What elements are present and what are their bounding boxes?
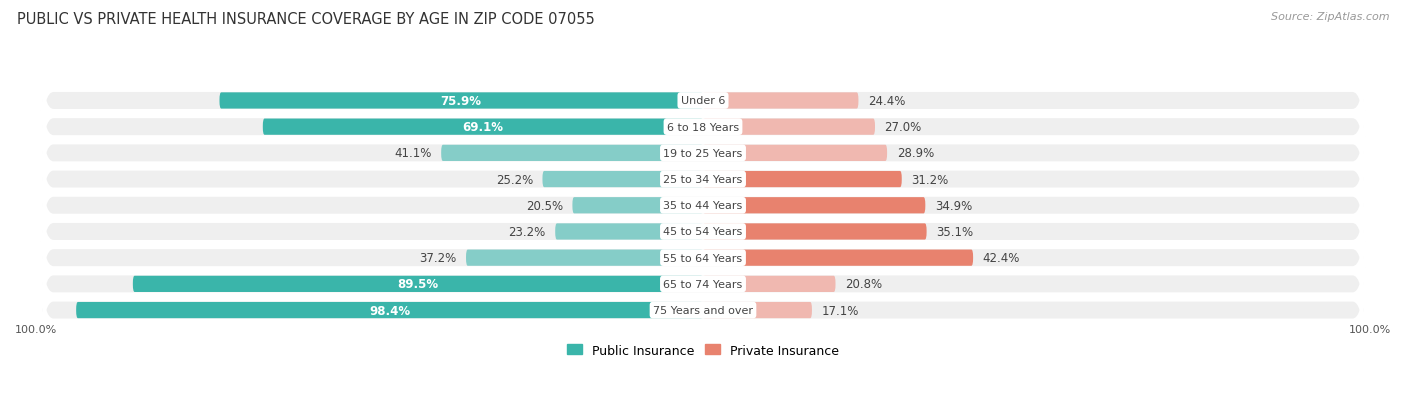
Text: 41.1%: 41.1% bbox=[394, 147, 432, 160]
Text: 89.5%: 89.5% bbox=[398, 278, 439, 291]
FancyBboxPatch shape bbox=[41, 85, 1365, 169]
Legend: Public Insurance, Private Insurance: Public Insurance, Private Insurance bbox=[562, 339, 844, 362]
Text: 42.4%: 42.4% bbox=[983, 252, 1019, 264]
Text: 24.4%: 24.4% bbox=[868, 95, 905, 108]
Text: Under 6: Under 6 bbox=[681, 96, 725, 106]
Text: 65 to 74 Years: 65 to 74 Years bbox=[664, 279, 742, 289]
Text: 31.2%: 31.2% bbox=[911, 173, 949, 186]
Text: 55 to 64 Years: 55 to 64 Years bbox=[664, 253, 742, 263]
FancyBboxPatch shape bbox=[41, 242, 1365, 326]
FancyBboxPatch shape bbox=[41, 190, 1365, 274]
FancyBboxPatch shape bbox=[703, 171, 901, 188]
FancyBboxPatch shape bbox=[41, 164, 1365, 248]
FancyBboxPatch shape bbox=[41, 268, 1365, 352]
FancyBboxPatch shape bbox=[41, 112, 1365, 196]
Text: 75 Years and over: 75 Years and over bbox=[652, 305, 754, 315]
FancyBboxPatch shape bbox=[41, 59, 1365, 143]
Text: 35 to 44 Years: 35 to 44 Years bbox=[664, 201, 742, 211]
Text: 37.2%: 37.2% bbox=[419, 252, 457, 264]
FancyBboxPatch shape bbox=[703, 119, 875, 135]
FancyBboxPatch shape bbox=[219, 93, 703, 109]
FancyBboxPatch shape bbox=[41, 138, 1365, 222]
Text: 28.9%: 28.9% bbox=[897, 147, 934, 160]
FancyBboxPatch shape bbox=[41, 216, 1365, 300]
Text: 45 to 54 Years: 45 to 54 Years bbox=[664, 227, 742, 237]
FancyBboxPatch shape bbox=[703, 198, 925, 214]
FancyBboxPatch shape bbox=[263, 119, 703, 135]
FancyBboxPatch shape bbox=[132, 276, 703, 292]
FancyBboxPatch shape bbox=[703, 276, 835, 292]
Text: 25.2%: 25.2% bbox=[496, 173, 533, 186]
FancyBboxPatch shape bbox=[441, 145, 703, 161]
FancyBboxPatch shape bbox=[555, 224, 703, 240]
Text: 19 to 25 Years: 19 to 25 Years bbox=[664, 149, 742, 159]
Text: 27.0%: 27.0% bbox=[884, 121, 922, 134]
FancyBboxPatch shape bbox=[465, 250, 703, 266]
FancyBboxPatch shape bbox=[703, 93, 859, 109]
Text: 34.9%: 34.9% bbox=[935, 199, 972, 212]
FancyBboxPatch shape bbox=[703, 145, 887, 161]
Text: Source: ZipAtlas.com: Source: ZipAtlas.com bbox=[1271, 12, 1389, 22]
FancyBboxPatch shape bbox=[572, 198, 703, 214]
Text: 98.4%: 98.4% bbox=[368, 304, 411, 317]
FancyBboxPatch shape bbox=[543, 171, 703, 188]
Text: 25 to 34 Years: 25 to 34 Years bbox=[664, 175, 742, 185]
FancyBboxPatch shape bbox=[703, 250, 973, 266]
Text: 69.1%: 69.1% bbox=[463, 121, 503, 134]
Text: 23.2%: 23.2% bbox=[509, 225, 546, 238]
Text: 20.8%: 20.8% bbox=[845, 278, 882, 291]
Text: PUBLIC VS PRIVATE HEALTH INSURANCE COVERAGE BY AGE IN ZIP CODE 07055: PUBLIC VS PRIVATE HEALTH INSURANCE COVER… bbox=[17, 12, 595, 27]
Text: 100.0%: 100.0% bbox=[15, 324, 58, 334]
Text: 20.5%: 20.5% bbox=[526, 199, 562, 212]
Text: 100.0%: 100.0% bbox=[1348, 324, 1391, 334]
Text: 6 to 18 Years: 6 to 18 Years bbox=[666, 122, 740, 132]
FancyBboxPatch shape bbox=[76, 302, 703, 318]
FancyBboxPatch shape bbox=[703, 302, 811, 318]
Text: 75.9%: 75.9% bbox=[440, 95, 482, 108]
Text: 17.1%: 17.1% bbox=[821, 304, 859, 317]
Text: 35.1%: 35.1% bbox=[936, 225, 973, 238]
FancyBboxPatch shape bbox=[703, 224, 927, 240]
